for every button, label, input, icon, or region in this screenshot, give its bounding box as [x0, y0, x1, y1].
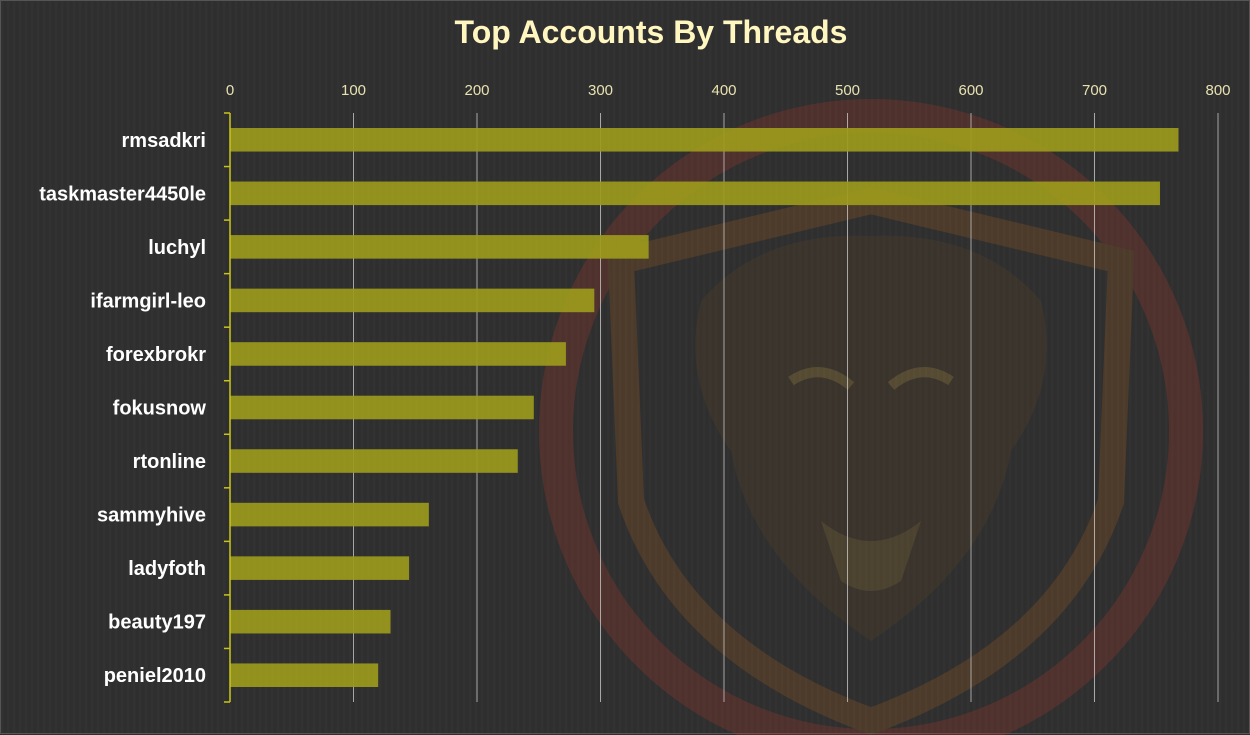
x-tick-label: 300 [588, 82, 613, 99]
grid-lines [353, 113, 1219, 702]
bar [230, 609, 391, 634]
lion-watermark-icon [539, 99, 1203, 735]
bar [230, 288, 595, 313]
category-label: forexbrokr [106, 344, 206, 366]
category-label: taskmaster4450le [39, 183, 206, 205]
chart-title: Top Accounts By Threads [455, 14, 848, 50]
category-label: rmsadkri [122, 130, 207, 152]
bar [230, 663, 379, 688]
bar [230, 235, 649, 259]
x-tick-label: 400 [711, 82, 736, 99]
bar [230, 342, 566, 366]
bar [230, 449, 518, 473]
category-labels: rmsadkri taskmaster4450le luchyl ifarmgirl-… [39, 130, 206, 687]
x-tick-label: 700 [1082, 82, 1107, 99]
category-label: beauty197 [108, 612, 206, 634]
bar [230, 395, 534, 420]
x-tick-label: 800 [1205, 82, 1230, 99]
bar [230, 502, 429, 527]
x-tick-label: 200 [464, 82, 489, 99]
x-tick-label: 600 [958, 82, 983, 99]
category-label: fokusnow [113, 398, 207, 420]
x-tick-label: 100 [341, 82, 366, 99]
x-tick-label: 500 [835, 82, 860, 99]
x-tick-label: 0 [226, 82, 234, 99]
category-label: peniel2010 [104, 665, 206, 687]
bar [230, 181, 1160, 206]
category-label: sammyhive [97, 505, 206, 527]
bar [230, 556, 410, 580]
category-label: rtonline [133, 451, 206, 473]
category-label: ifarmgirl-leo [90, 290, 206, 312]
bar [230, 127, 1179, 152]
category-label: ladyfoth [128, 558, 206, 580]
bars [230, 127, 1179, 688]
category-label: luchyl [148, 237, 206, 259]
value-axis-ticks: 0 100 200 300 400 500 600 700 800 [226, 82, 1231, 99]
category-axis [224, 112, 231, 703]
